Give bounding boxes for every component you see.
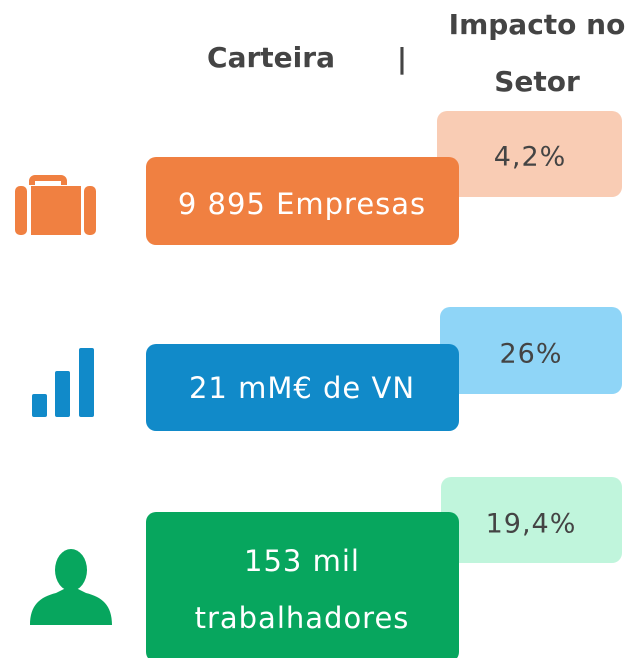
- portfolio-value: 153 mil: [244, 544, 360, 578]
- person-icon: [30, 549, 112, 625]
- impact-header: Setor: [494, 65, 580, 98]
- portfolio-value: 21 mM€ de VN: [189, 371, 415, 405]
- impact-value: 19,4%: [486, 509, 577, 540]
- portfolio-box: [146, 512, 459, 658]
- portfolio-value: 9 895 Empresas: [178, 187, 426, 221]
- impact-box: [440, 307, 622, 394]
- impact-box: [437, 111, 622, 197]
- impact-value: 26%: [499, 339, 562, 370]
- impact-header: Impacto no: [449, 8, 626, 41]
- portfolio-box: [146, 157, 459, 245]
- portfolio-value: trabalhadores: [195, 601, 410, 635]
- portfolio-header: Carteira: [207, 41, 335, 74]
- header-separator: |: [397, 42, 407, 75]
- bars-icon: [32, 348, 94, 417]
- impact-value: 4,2%: [494, 142, 567, 173]
- portfolio-box: [146, 344, 459, 431]
- briefcase-icon: [15, 175, 96, 235]
- impact-box: [441, 477, 622, 563]
